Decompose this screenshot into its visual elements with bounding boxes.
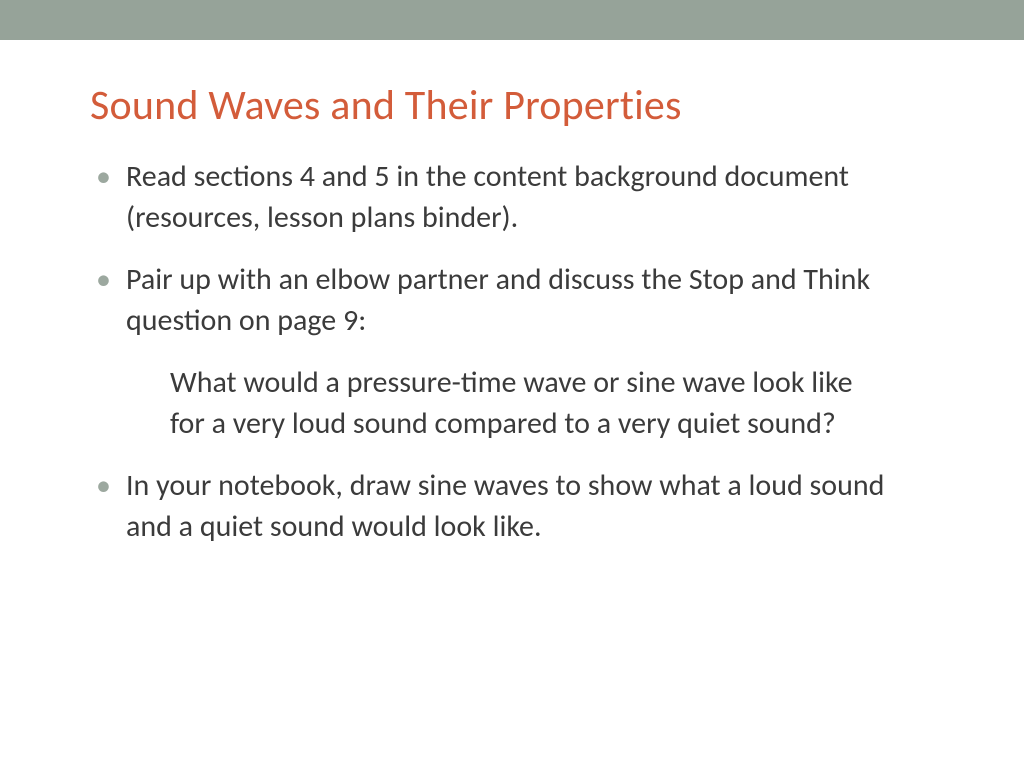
bullet-item: Pair up with an elbow partner and discus… bbox=[90, 260, 934, 341]
slide-body: Sound Waves and Their Properties Read se… bbox=[0, 40, 1024, 547]
slide-title: Sound Waves and Their Properties bbox=[90, 80, 934, 131]
bullet-item: Read sections 4 and 5 in the content bac… bbox=[90, 157, 934, 238]
top-accent-bar bbox=[0, 0, 1024, 40]
sub-question: What would a pressure-time wave or sine … bbox=[90, 363, 934, 444]
bullet-list-continued: In your notebook, draw sine waves to sho… bbox=[90, 466, 934, 547]
bullet-item: In your notebook, draw sine waves to sho… bbox=[90, 466, 934, 547]
bullet-list: Read sections 4 and 5 in the content bac… bbox=[90, 157, 934, 341]
